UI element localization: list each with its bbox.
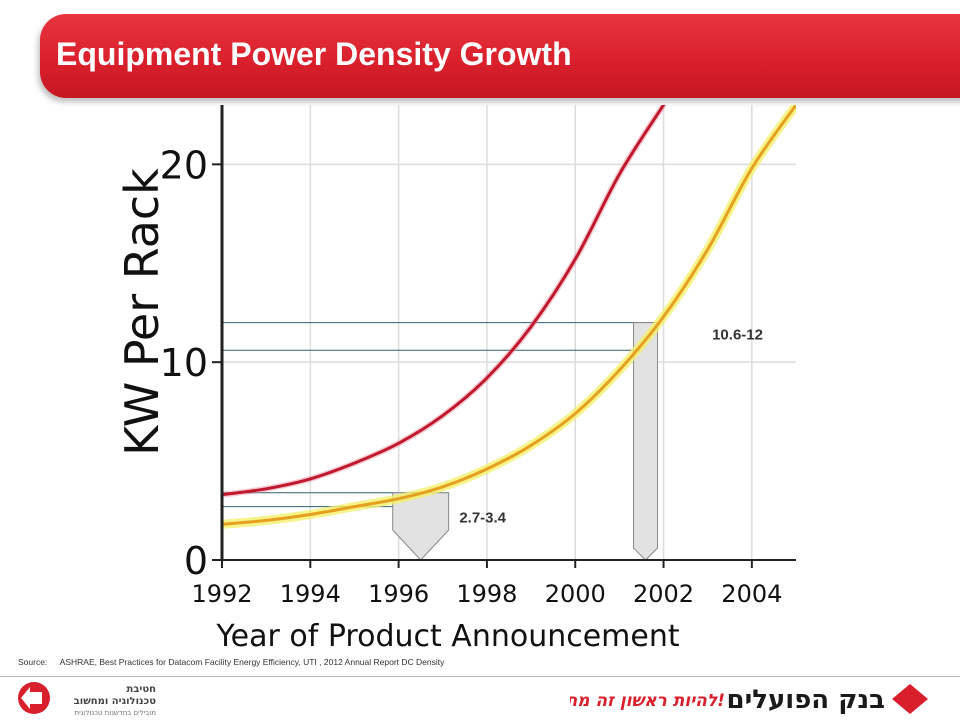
series-lines (222, 105, 796, 529)
x-tick-label: 2000 (545, 580, 606, 608)
y-tick-label: 10 (160, 341, 208, 385)
title-banner (40, 14, 960, 98)
logo-left-line2: טכנולוגיה ומחשוב (74, 696, 157, 707)
x-tick-label: 1992 (191, 580, 252, 608)
bank-name: בנק הפועלים (726, 685, 885, 715)
x-tick-label: 2002 (633, 580, 694, 608)
x-axis-title: Year of Product Announcement (215, 619, 680, 654)
logo-left-line1: חטיבת (126, 684, 156, 695)
chart-grid (221, 105, 796, 560)
source-text: ASHRAE, Best Practices for Datacom Facil… (59, 657, 445, 667)
technology-division-logo: חטיבת טכנולוגיה ומחשוב מובילים בחדשנות ט… (18, 682, 157, 717)
series-lower-glow (222, 105, 796, 529)
bank-diamond-icon (892, 684, 928, 714)
range-markers (222, 322, 659, 561)
range-arrow (633, 322, 659, 561)
chart-labels: 0 10 20 1992 1994 1996 1998 2000 2002 2004 Year of… (115, 143, 782, 654)
x-tick-label: 1998 (456, 580, 517, 608)
series-upper-line (222, 105, 665, 497)
range-annotation-label: 2.7-3.4 (459, 510, 506, 527)
x-tick-label: 1996 (368, 580, 429, 608)
footer-divider (0, 676, 960, 677)
source-label: Source: (18, 657, 48, 667)
y-tick-label: 0 (184, 539, 208, 583)
bank-hapoalim-logo: להיות ראשון זה מחייב! בנק הפועלים (570, 684, 928, 715)
y-axis-title: KW Per Rack (115, 168, 169, 456)
x-tick-label: 2004 (721, 580, 782, 608)
y-tick-label: 20 (160, 143, 208, 187)
chart-axes (212, 105, 796, 568)
bank-slogan: להיות ראשון זה מחייב! (570, 691, 725, 711)
series-lower-line (222, 105, 796, 526)
series-upper-glow (222, 105, 667, 498)
source-note: Source: ASHRAE, Best Practices for Datac… (18, 657, 444, 667)
logo-left-line3: מובילים בחדשנות טכנולוגית (74, 709, 156, 717)
range-annotation-label: 10.6-12 (712, 327, 763, 344)
page-title: Equipment Power Density Growth (56, 36, 572, 72)
x-tick-label: 1994 (280, 580, 341, 608)
range-arrow (392, 492, 450, 561)
